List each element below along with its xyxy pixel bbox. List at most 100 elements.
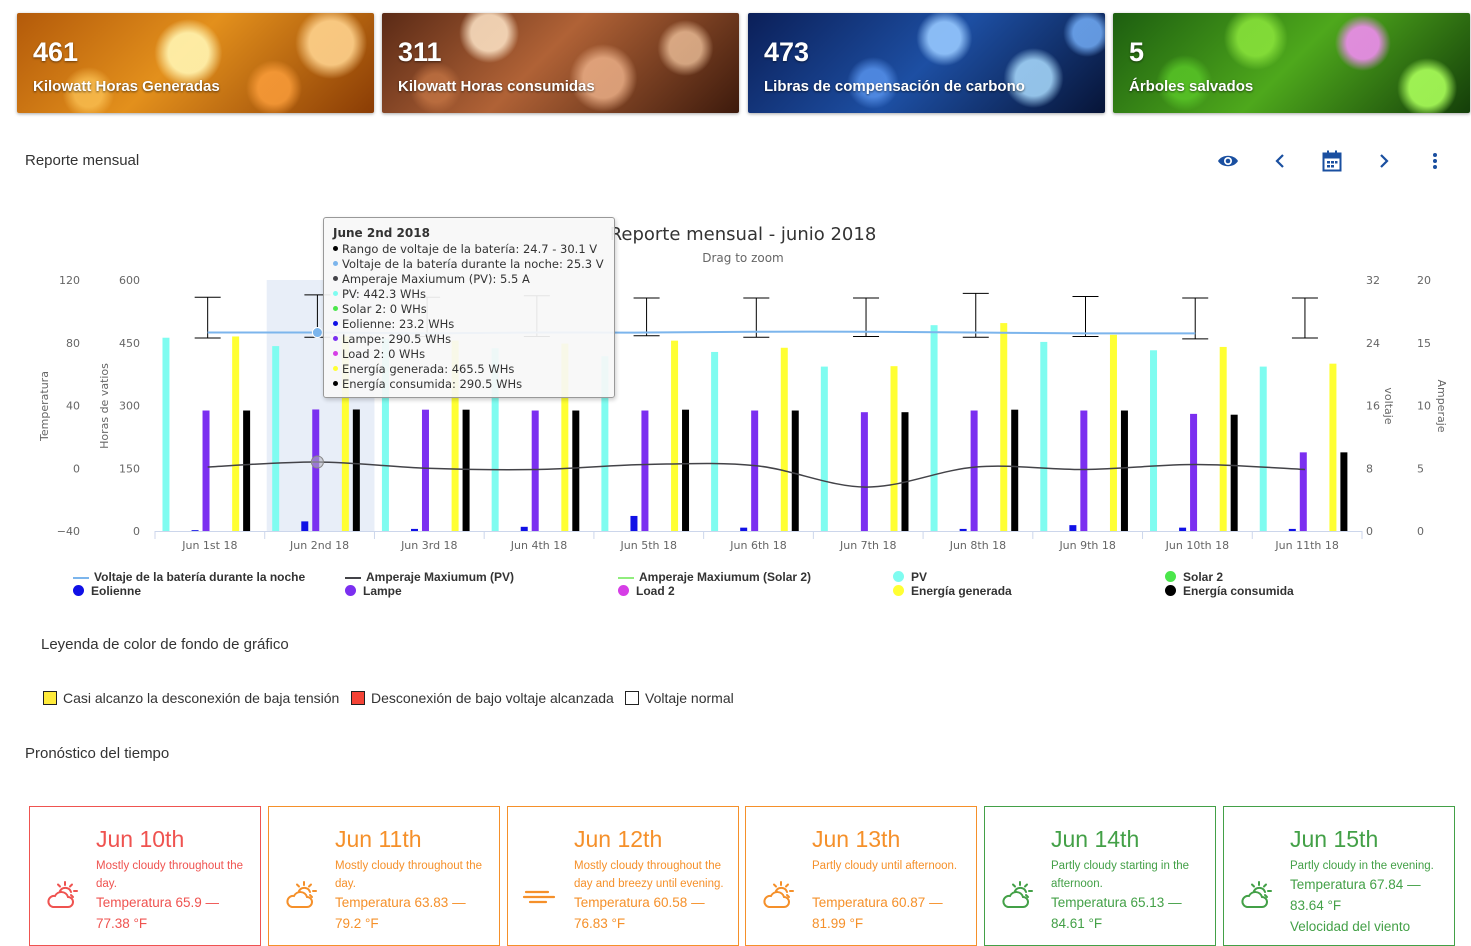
bar-energía-generada[interactable] <box>232 336 240 531</box>
bar-pv[interactable] <box>1040 341 1048 531</box>
x-tick-label: Jun 8th 18 <box>949 539 1006 552</box>
voltage-range-errorbar[interactable] <box>1291 297 1318 339</box>
legend-item[interactable]: Load 2 <box>618 584 675 598</box>
forecast-card[interactable]: Jun 12th Mostly cloudy throughout the day… <box>507 806 739 946</box>
bar-pv[interactable] <box>930 325 938 531</box>
bar-energía-consumida[interactable] <box>682 409 690 531</box>
bar-energía-consumida[interactable] <box>1340 452 1348 531</box>
more-vert-icon[interactable] <box>1422 148 1448 174</box>
bar-pv[interactable] <box>1259 366 1267 531</box>
monthly-chart[interactable]: Reporte mensual - junio 2018 Drag to zoo… <box>20 210 1450 610</box>
bar-eolienne[interactable] <box>740 527 748 531</box>
bar-energía-consumida[interactable] <box>572 410 580 531</box>
legend-item[interactable]: Eolienne <box>73 584 141 598</box>
forecast-card[interactable]: Jun 10th Mostly cloudy throughout the day… <box>29 806 261 946</box>
stat-card-trees[interactable]: 5 Árboles salvados <box>1113 13 1470 113</box>
bar-pv[interactable] <box>491 348 499 531</box>
bar-energía-generada[interactable] <box>1000 323 1008 531</box>
voltage-range-errorbar[interactable] <box>962 292 989 338</box>
bar-energía-generada[interactable] <box>1329 363 1337 531</box>
bar-lampe[interactable] <box>531 410 539 531</box>
bar-lampe[interactable] <box>312 409 320 531</box>
legend-item[interactable]: Amperaje Maxiumum (PV) <box>345 570 514 584</box>
forecast-date: Jun 15th <box>1290 826 1379 852</box>
bar-pv[interactable] <box>820 366 828 531</box>
bg-legend-title: Leyenda de color de fondo de gráfico <box>41 636 289 653</box>
bar-energía-generada[interactable] <box>890 366 898 531</box>
bar-energía-consumida[interactable] <box>1230 414 1238 531</box>
bar-lampe[interactable] <box>751 410 759 531</box>
bar-eolienne[interactable] <box>1288 528 1296 531</box>
bar-lampe[interactable] <box>1080 410 1088 531</box>
bar-pv[interactable] <box>1150 350 1158 531</box>
legend-label: PV <box>911 570 928 584</box>
stat-card-carbon[interactable]: 473 Libras de compensación de carbono <box>748 13 1105 113</box>
voltage-range-errorbar[interactable] <box>1182 297 1209 340</box>
forecast-card[interactable]: Jun 15th Partly cloudy in the evening. Tem… <box>1223 806 1455 946</box>
voltage-range-errorbar[interactable] <box>743 297 770 338</box>
line-max-amperage-pv[interactable] <box>207 461 1305 488</box>
forecast-card[interactable]: Jun 11th Mostly cloudy throughout the day… <box>268 806 500 946</box>
bar-lampe[interactable] <box>641 410 649 531</box>
bar-energía-generada[interactable] <box>1109 334 1117 531</box>
bar-energía-consumida[interactable] <box>901 412 909 531</box>
bar-eolienne[interactable] <box>1179 527 1187 531</box>
voltage-range-errorbar[interactable] <box>633 297 660 337</box>
forecast-temperature: Temperatura 60.87 — 81.99 °F <box>812 895 943 931</box>
amperage-point-hover[interactable] <box>310 455 324 469</box>
bar-lampe[interactable] <box>1190 413 1198 531</box>
stat-cards: 461 Kilowatt Horas Generadas 311 Kilowat… <box>17 13 1470 113</box>
legend-item[interactable]: Solar 2 <box>1165 570 1223 584</box>
bar-energía-consumida[interactable] <box>1120 410 1128 531</box>
legend-item[interactable]: Voltaje de la batería durante la noche <box>73 570 305 584</box>
bar-energía-generada[interactable] <box>671 340 679 531</box>
bar-energía-generada[interactable] <box>780 347 788 531</box>
forecast-card[interactable]: Jun 13th Partly cloudy until afternoon. Te… <box>745 806 977 946</box>
voltage-range-errorbar[interactable] <box>1072 295 1099 337</box>
bar-eolienne[interactable] <box>1069 525 1077 531</box>
bar-pv[interactable] <box>162 337 170 531</box>
legend-item[interactable]: Lampe <box>345 584 402 598</box>
legend-line-swatch <box>618 576 634 579</box>
legend-item[interactable]: Energía generada <box>893 584 1012 598</box>
forecast-card[interactable]: Jun 14th Partly cloudy starting in the af… <box>984 806 1216 946</box>
bar-energía-consumida[interactable] <box>1011 409 1019 531</box>
bar-energía-generada[interactable] <box>341 336 349 531</box>
voltage-range-errorbar[interactable] <box>853 297 880 337</box>
bar-energía-generada[interactable] <box>1219 346 1227 531</box>
bar-energía-consumida[interactable] <box>243 410 251 531</box>
bar-eolienne[interactable] <box>411 528 419 531</box>
bar-pv[interactable] <box>381 338 389 531</box>
voltage-point-hover[interactable] <box>311 327 323 339</box>
stat-card-consumed[interactable]: 311 Kilowatt Horas consumidas <box>382 13 739 113</box>
calendar-icon[interactable] <box>1319 148 1345 174</box>
bar-lampe[interactable] <box>970 410 978 531</box>
stat-label: Kilowatt Horas Generadas <box>33 78 220 95</box>
bar-eolienne[interactable] <box>301 521 309 531</box>
bar-energía-consumida[interactable] <box>791 410 799 531</box>
bar-pv[interactable] <box>272 346 280 531</box>
legend-item[interactable]: PV <box>893 570 927 584</box>
chevron-right-icon[interactable] <box>1371 148 1397 174</box>
bar-pv[interactable] <box>711 351 719 531</box>
bar-lampe[interactable] <box>202 410 210 531</box>
eye-icon[interactable] <box>1215 148 1241 174</box>
forecast-summary: Partly cloudy until afternoon. <box>812 860 958 872</box>
bar-lampe[interactable] <box>1299 452 1307 531</box>
bar-energía-consumida[interactable] <box>462 409 470 531</box>
legend-item[interactable]: Amperaje Maxiumum (Solar 2) <box>618 570 811 584</box>
chevron-left-icon[interactable] <box>1267 148 1293 174</box>
bar-eolienne[interactable] <box>520 526 528 531</box>
bar-eolienne[interactable] <box>630 515 638 531</box>
bar-pv[interactable] <box>601 356 609 531</box>
bar-energía-generada[interactable] <box>451 340 459 531</box>
bar-energía-consumida[interactable] <box>352 409 360 531</box>
bar-lampe[interactable] <box>421 409 429 531</box>
bar-energía-generada[interactable] <box>561 343 569 531</box>
bar-eolienne[interactable] <box>959 528 967 531</box>
legend-item[interactable]: Energía consumida <box>1165 584 1294 598</box>
bar-eolienne[interactable] <box>191 530 199 531</box>
stat-card-generated[interactable]: 461 Kilowatt Horas Generadas <box>17 13 374 113</box>
bar-lampe[interactable] <box>860 412 868 531</box>
voltage-range-errorbar[interactable] <box>194 296 221 339</box>
